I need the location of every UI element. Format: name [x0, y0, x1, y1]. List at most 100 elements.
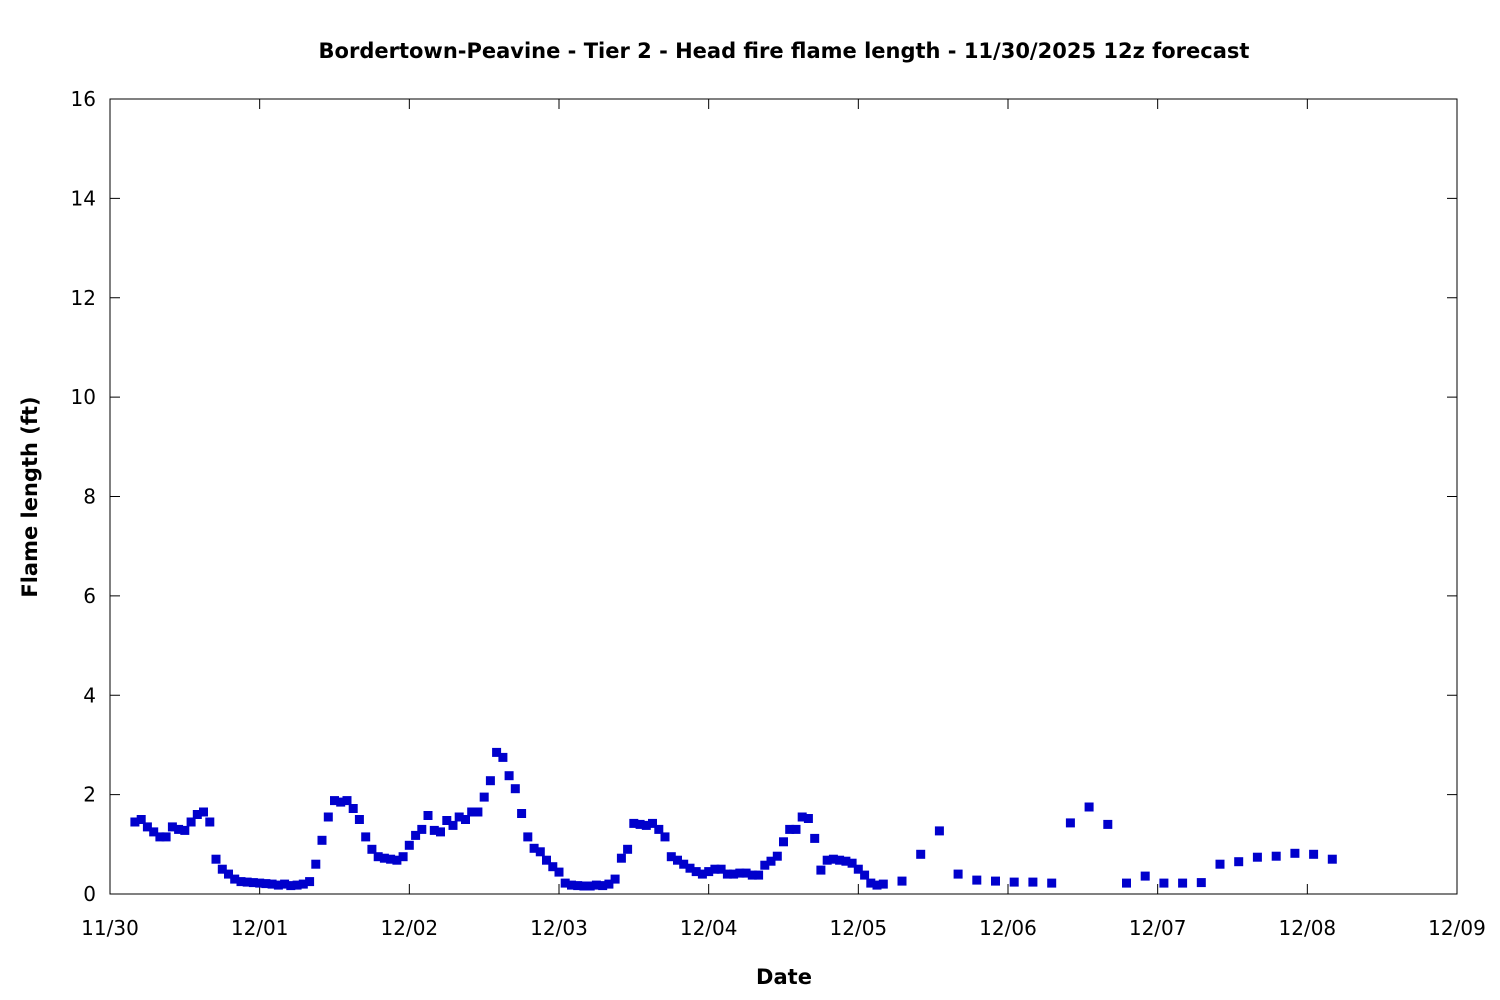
data-point — [953, 869, 963, 879]
data-point — [336, 797, 346, 807]
data-point — [186, 817, 196, 827]
data-point — [610, 874, 620, 884]
y-tick-label: 6 — [83, 584, 96, 608]
data-point — [305, 877, 315, 887]
data-point — [660, 832, 670, 842]
data-point — [579, 881, 589, 891]
data-point — [1178, 878, 1188, 888]
data-point — [591, 880, 601, 890]
data-point — [623, 844, 633, 854]
data-point — [816, 865, 826, 875]
data-point — [666, 852, 676, 862]
plot-area-frame — [109, 98, 1458, 895]
data-point — [1122, 878, 1131, 888]
data-point — [298, 879, 308, 889]
data-point — [629, 818, 639, 828]
data-point — [311, 859, 321, 869]
y-tick-label: 4 — [83, 683, 96, 707]
data-point — [878, 879, 888, 889]
data-point — [897, 876, 907, 886]
data-point — [991, 876, 1000, 886]
data-point — [180, 825, 190, 835]
x-tick-label: 12/07 — [1129, 916, 1187, 940]
data-point — [560, 878, 570, 888]
data-point — [685, 863, 695, 873]
data-point — [417, 824, 427, 834]
data-point — [354, 815, 364, 824]
data-point — [791, 824, 801, 834]
data-point — [1252, 852, 1262, 862]
x-tick-label: 11/30 — [81, 916, 139, 940]
data-point — [542, 855, 551, 865]
data-point — [498, 752, 508, 762]
data-point — [361, 832, 371, 842]
data-point — [136, 815, 146, 824]
data-point — [467, 807, 477, 817]
data-point — [785, 824, 795, 834]
data-point — [423, 811, 433, 820]
data-point — [167, 822, 177, 832]
data-point — [598, 881, 608, 891]
data-point — [573, 881, 583, 891]
data-point — [754, 870, 764, 880]
data-point — [192, 810, 202, 819]
data-point — [567, 880, 576, 890]
data-point — [492, 747, 502, 757]
data-point — [367, 844, 377, 854]
data-point — [548, 862, 558, 872]
data-point — [704, 867, 714, 877]
data-point — [635, 819, 645, 829]
data-point — [673, 855, 682, 865]
data-point — [436, 827, 445, 837]
data-point — [1047, 878, 1057, 888]
data-point — [398, 852, 408, 862]
x-tick-label: 12/04 — [680, 916, 738, 940]
data-point — [760, 860, 770, 870]
data-point — [803, 814, 813, 823]
data-point — [779, 837, 788, 847]
y-tick-label: 16 — [71, 87, 96, 111]
data-point — [860, 870, 870, 880]
data-point — [828, 854, 838, 864]
y-tick-label: 14 — [71, 186, 96, 210]
data-point — [853, 864, 863, 874]
data-point — [392, 855, 402, 865]
data-point — [317, 835, 327, 845]
data-points — [130, 747, 1337, 891]
data-point — [1271, 851, 1281, 861]
data-point — [348, 804, 358, 813]
data-point — [342, 796, 352, 806]
data-point — [1309, 849, 1319, 859]
x-tick-label: 12/01 — [231, 916, 289, 940]
data-point — [847, 858, 857, 868]
data-point — [648, 818, 657, 828]
data-point — [1234, 857, 1244, 867]
data-point — [972, 875, 982, 885]
data-point — [554, 867, 564, 877]
data-point — [735, 868, 745, 878]
data-point — [741, 868, 751, 878]
y-tick-label: 2 — [83, 783, 96, 807]
data-point — [772, 851, 782, 861]
data-point — [585, 881, 595, 891]
data-point — [211, 854, 221, 864]
data-point — [454, 812, 464, 822]
data-point — [810, 833, 820, 843]
data-point — [411, 830, 421, 840]
data-point — [529, 843, 539, 853]
data-point — [292, 880, 302, 890]
data-point — [248, 878, 258, 888]
x-tick-label: 12/08 — [1279, 916, 1337, 940]
data-point — [323, 812, 333, 822]
data-point — [130, 817, 140, 827]
data-point — [149, 827, 159, 837]
data-point — [429, 825, 439, 835]
data-point — [1159, 878, 1169, 888]
data-point — [461, 815, 470, 824]
x-axis-label: Date — [756, 965, 812, 989]
data-point — [523, 832, 533, 842]
data-point — [267, 879, 277, 889]
data-point — [841, 856, 851, 866]
data-point — [485, 776, 495, 786]
